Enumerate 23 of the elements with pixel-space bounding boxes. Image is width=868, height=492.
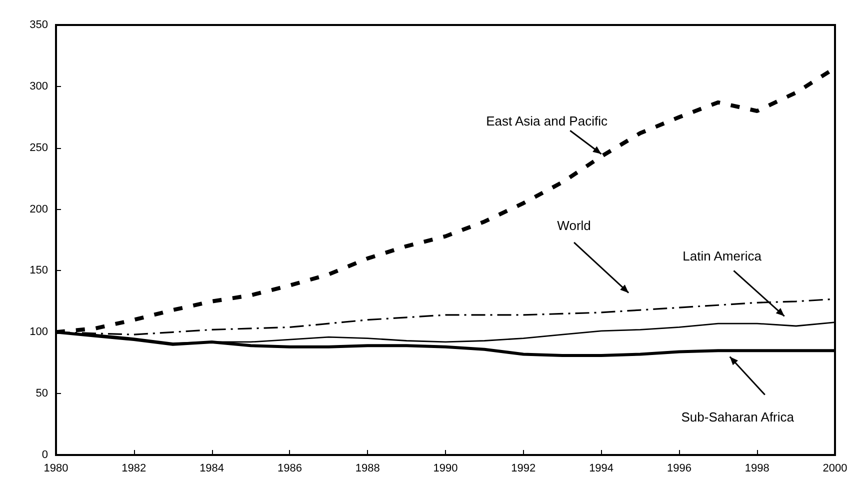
y-tick-label: 50 — [36, 388, 48, 400]
y-tick-label: 200 — [30, 203, 48, 216]
x-tick-label: 1988 — [355, 462, 380, 474]
y-tick-label: 100 — [30, 326, 48, 338]
x-tick-label: 1996 — [666, 462, 692, 474]
series-label: East Asia and Pacific — [486, 113, 608, 128]
x-tick-label: 1986 — [277, 462, 302, 474]
x-tick-label: 1980 — [44, 462, 68, 474]
y-tick-label: 300 — [30, 80, 48, 92]
text: Sub-Saharan Africa — [681, 409, 795, 424]
y-tick-label: 350 — [30, 19, 48, 31]
y-tick-label: 0 — [42, 449, 48, 461]
y-tick-label: 150 — [30, 264, 48, 277]
x-tick-label: 1994 — [589, 462, 614, 474]
x-tick-label: 2000 — [822, 462, 848, 474]
x-tick-label: 1990 — [433, 462, 458, 474]
x-tick-label: 1982 — [122, 462, 146, 474]
x-tick-label: 1998 — [744, 462, 770, 474]
y-tick-label: 250 — [30, 142, 48, 154]
x-tick-label: 1992 — [511, 462, 536, 474]
x-tick-label: 1984 — [200, 462, 224, 474]
text: Latin America — [682, 248, 762, 264]
text: World — [557, 218, 591, 233]
